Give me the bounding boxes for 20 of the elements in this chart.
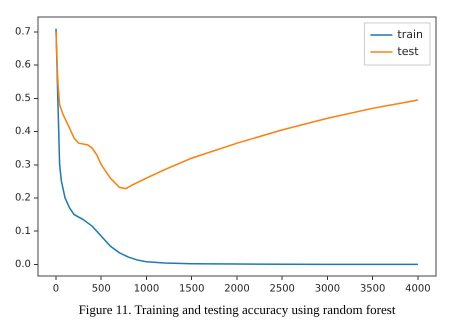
y-tick-label: 0.2: [14, 192, 31, 204]
y-tick-label: 0.3: [14, 159, 31, 170]
x-tick-label: 3000: [314, 284, 340, 295]
x-tick-label: 4000: [405, 284, 431, 295]
y-tick-label: 0.6: [14, 60, 31, 71]
x-tick-label: 0: [52, 284, 60, 295]
legend-label: test: [397, 44, 420, 58]
x-tick-label: 500: [92, 284, 111, 295]
y-tick-label: 0.0: [14, 258, 31, 270]
y-tick-label: 0.7: [14, 26, 31, 38]
y-tick-label: 0.5: [14, 92, 31, 104]
x-tick-label: 2500: [269, 284, 295, 295]
x-tick-label: 3500: [360, 284, 386, 295]
caption: Figure 11. Training and testing accuracy using random forest: [78, 302, 396, 318]
x-tick-label: 1000: [134, 284, 160, 295]
x-tick-label: 1500: [178, 284, 204, 295]
legend-label: train: [397, 28, 424, 41]
y-tick-label: 0.1: [14, 226, 31, 237]
x-tick-label: 2000: [224, 284, 250, 295]
y-tick-label: 0.4: [14, 126, 31, 138]
